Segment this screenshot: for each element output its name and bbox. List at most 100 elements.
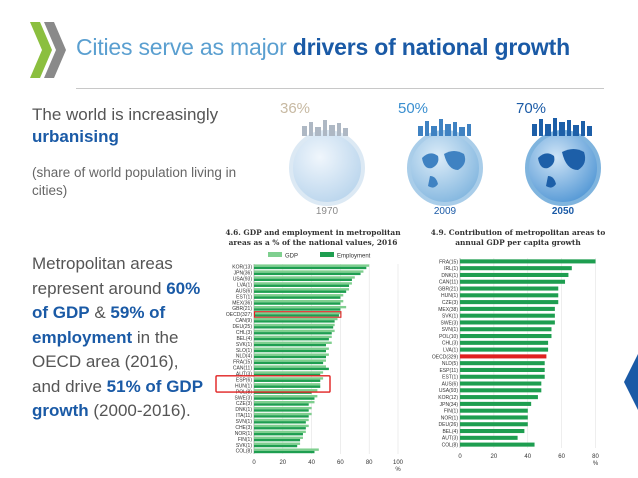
bar-employment [254, 373, 321, 377]
category-label: DNK(1) [441, 273, 458, 279]
globe-icon [289, 120, 365, 206]
category-label: HUN(1) [235, 383, 252, 389]
title-prefix: Cities serve as major [76, 34, 293, 60]
category-label: CHE(3) [235, 425, 252, 431]
category-label: CAN(9) [235, 318, 252, 324]
bar-highlight [460, 354, 547, 359]
page-title: Cities serve as major drivers of nationa… [76, 34, 570, 61]
bar-gdp [254, 412, 312, 416]
bar-employment [254, 450, 315, 454]
globe-year: 2009 [433, 206, 457, 217]
x-tick-label: 0 [252, 460, 256, 466]
category-label: SVN(1) [442, 327, 459, 333]
globe-year: 2050 [551, 206, 575, 217]
x-tick-label: 40 [308, 460, 315, 466]
metro-statement: Metropolitan areas represent around 60% … [32, 252, 210, 424]
x-tick-label: 20 [279, 460, 286, 466]
bar-gdp [254, 323, 335, 327]
bar-employment [254, 427, 306, 430]
legend-label: GDP [285, 254, 298, 260]
category-label: EST(1) [442, 375, 458, 381]
bar-gdp [254, 288, 350, 291]
bar-employment [254, 338, 329, 341]
bar-employment [254, 433, 303, 436]
category-label: SWE(3) [235, 395, 253, 401]
category-label: LVA(1) [237, 282, 252, 288]
bar-employment [254, 343, 326, 347]
bar-gdp [254, 300, 344, 303]
bar-employment [254, 421, 306, 424]
bar-gdp [254, 365, 326, 368]
bar-employment [254, 403, 309, 406]
category-label: NOR(1) [235, 431, 253, 437]
bar [460, 442, 535, 447]
x-tick-label: 20 [491, 454, 498, 460]
bar [460, 429, 525, 434]
bar-gdp [254, 305, 347, 309]
category-label: DEU(26) [439, 422, 459, 428]
bar-gdp [254, 359, 326, 362]
category-label: CHL(3) [442, 341, 458, 347]
category-label: USA(93) [439, 388, 459, 394]
bar [460, 334, 552, 339]
x-tick-label: 80 [592, 454, 599, 460]
category-label: HUN(1) [441, 293, 458, 299]
bar-employment [254, 266, 367, 270]
bar-gdp [254, 442, 301, 445]
urbanising-note: (share of world population living in cit… [32, 165, 237, 198]
metro-gdp-share: 60% of GDP [32, 278, 201, 323]
bar-employment [254, 290, 347, 293]
category-label: SVN(1) [236, 419, 253, 425]
category-label: CAN(11) [233, 366, 252, 372]
bar-gdp [254, 418, 309, 422]
bar-employment [254, 320, 335, 323]
bar-employment [254, 379, 321, 382]
bar [460, 340, 549, 345]
bar [460, 361, 545, 366]
title-bold: drivers of national growth [292, 34, 570, 60]
chart-growth-contribution: 0 20 40 60 80% FRA(15)IRL(1)DNK(1)CAN(11)GBR(… [432, 258, 600, 467]
x-tick-label: 40 [524, 454, 531, 460]
bar [460, 313, 555, 318]
bar-employment [254, 278, 352, 282]
globe-percent: 50% [398, 100, 429, 117]
edge-marker [624, 354, 638, 410]
bar-gdp [254, 448, 319, 451]
category-label: ESP(6) [236, 377, 252, 383]
bar [460, 374, 545, 379]
globe-year: 1970 [315, 206, 339, 217]
category-label: ESP(11) [439, 368, 458, 374]
bar-gdp [254, 335, 332, 339]
x-tick-label: 100 [393, 460, 404, 466]
category-label: KOR(13) [232, 265, 252, 271]
category-label: LVA(1) [443, 348, 458, 354]
bar [460, 259, 596, 264]
bar-gdp [254, 276, 355, 279]
bar-gdp [254, 371, 324, 374]
category-label: SVK(1) [236, 342, 252, 348]
bar-employment [254, 361, 324, 365]
bar [460, 381, 542, 386]
bar-employment [254, 332, 332, 335]
category-label: MEX(38) [438, 307, 458, 313]
metro-text-3: in the OECD area (2016), and drive [32, 327, 179, 396]
bar [460, 306, 555, 311]
category-label: OECD(327) [226, 312, 252, 318]
bar [460, 266, 572, 271]
x-tick-label: 60 [558, 454, 565, 460]
x-tick-label: 0 [458, 454, 462, 460]
bar [460, 388, 542, 393]
category-label: COL(8) [442, 443, 459, 449]
bar [460, 327, 552, 332]
category-label: JPN(36) [234, 271, 253, 277]
bar-gdp [254, 341, 332, 344]
bar [460, 367, 545, 372]
bar-gdp [254, 383, 321, 386]
globe-2009: 50% 2009 [390, 98, 500, 224]
bar-gdp [254, 282, 352, 285]
category-label: BEL(4) [442, 429, 458, 435]
bar-gdp [254, 329, 335, 333]
highlight-bar-outline [253, 311, 342, 318]
x-axis-label: % [593, 461, 599, 467]
category-label: KOR(12) [438, 395, 458, 401]
